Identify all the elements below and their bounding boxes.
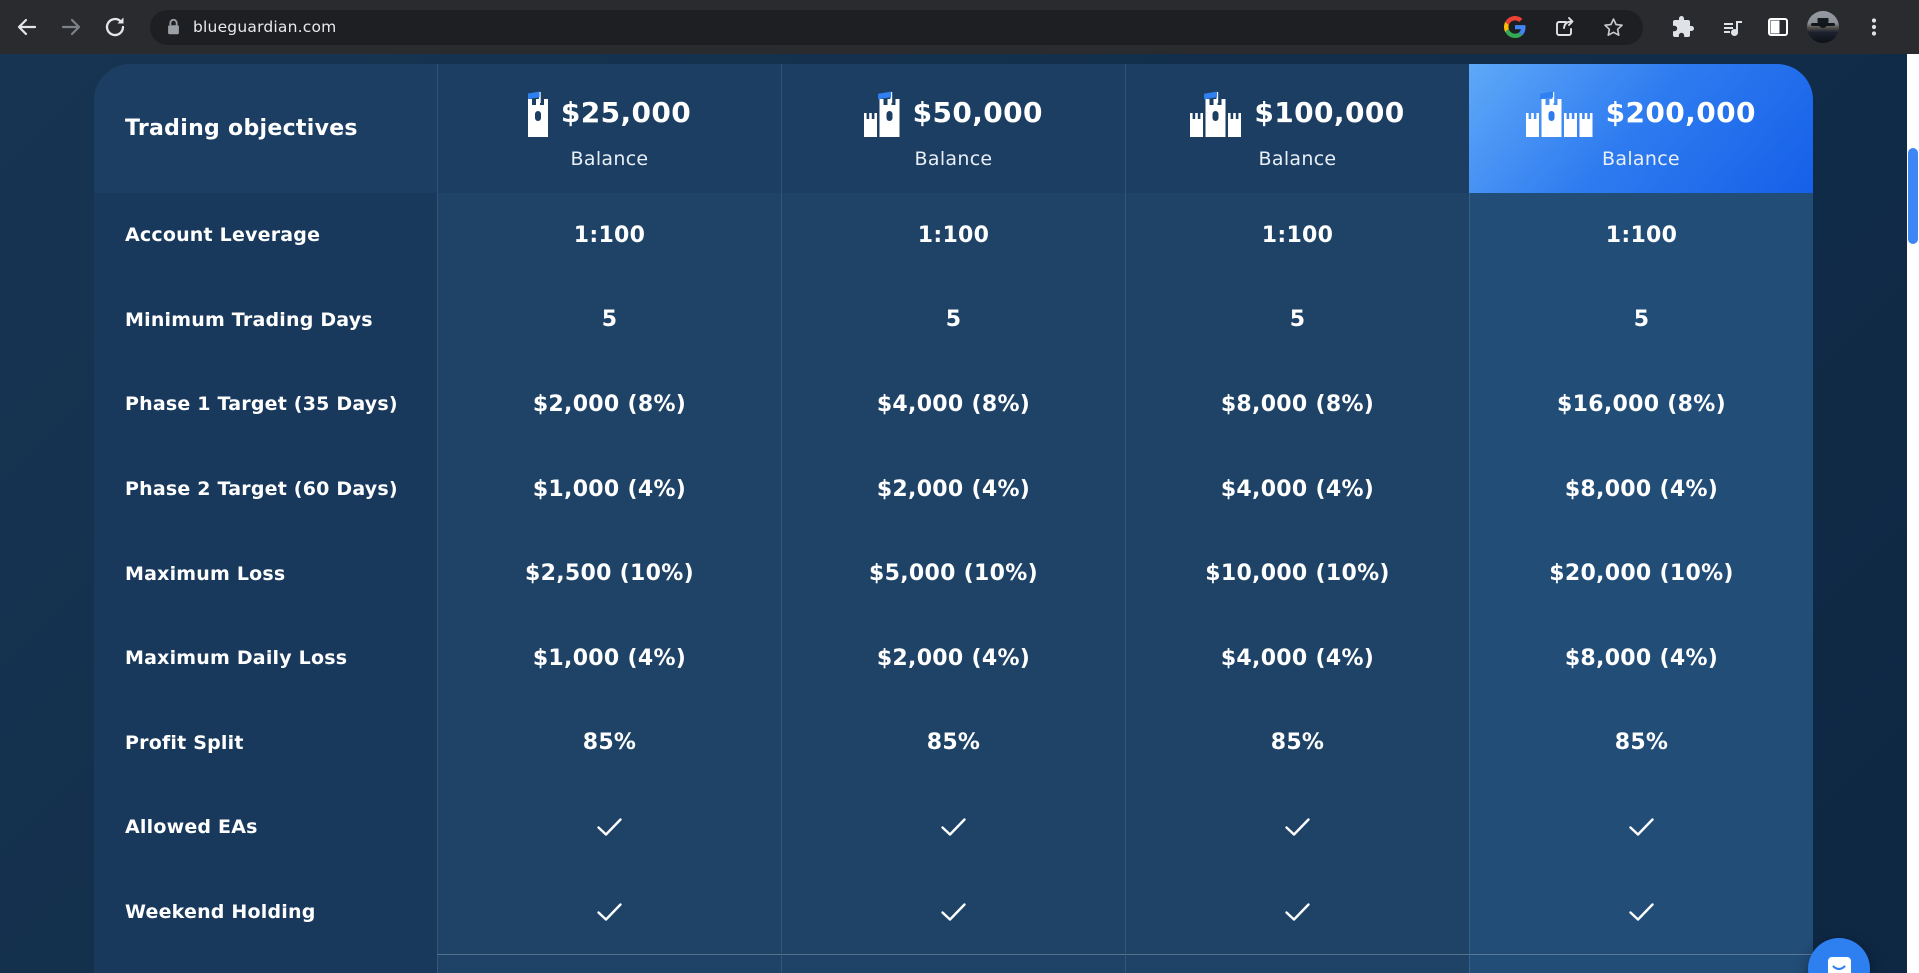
menu-kebab-icon[interactable] <box>1862 15 1886 39</box>
row-value: $8,000 (4%) <box>1469 446 1813 532</box>
forward-icon <box>61 18 81 36</box>
row-value: $20,000 (10%) <box>1469 531 1813 616</box>
row-label: Account Leverage <box>94 193 437 278</box>
row-label: Weekend Holding <box>94 869 437 955</box>
row-value: 85% <box>1469 700 1813 786</box>
check-icon <box>1629 818 1654 837</box>
plan-amount: $100,000 <box>1254 96 1405 129</box>
plan-column-header[interactable]: $50,000 Balance <box>781 64 1125 193</box>
bookmark-star-icon[interactable] <box>1602 16 1625 39</box>
plan-balance-label: Balance <box>1602 147 1680 170</box>
row-value: 85% <box>781 700 1125 786</box>
row-value: 1:100 <box>437 193 781 278</box>
side-panel-icon[interactable] <box>1766 15 1790 39</box>
plan-balance-label: Balance <box>1258 147 1337 170</box>
plan-amount: $25,000 <box>560 96 692 129</box>
partial-row-cell <box>1125 954 1469 973</box>
address-bar[interactable]: blueguardian.com <box>150 9 1643 45</box>
partial-row-cell <box>94 954 437 973</box>
row-label: Minimum Trading Days <box>94 277 437 363</box>
back-button[interactable] <box>10 10 44 44</box>
lock-icon <box>168 18 179 35</box>
extensions-icon[interactable] <box>1671 15 1695 39</box>
row-value: $10,000 (10%) <box>1125 531 1469 616</box>
table-corner-label: Trading objectives <box>94 64 437 193</box>
row-value <box>1469 869 1813 955</box>
row-label: Allowed EAs <box>94 785 437 870</box>
row-value: 5 <box>781 277 1125 363</box>
castle-icon <box>864 91 900 137</box>
castle-icon <box>1526 91 1593 137</box>
media-playlist-icon[interactable] <box>1721 15 1745 39</box>
pricing-table: Trading objectives $25,000 Balance $50,0… <box>94 64 1813 973</box>
row-value <box>437 785 781 870</box>
plan-amount: $50,000 <box>912 96 1043 129</box>
row-value <box>1125 869 1469 955</box>
row-value: $5,000 (10%) <box>781 531 1125 616</box>
row-value: $4,000 (8%) <box>781 362 1125 447</box>
plan-balance-label: Balance <box>570 147 649 170</box>
scrollbar-thumb[interactable] <box>1908 148 1918 244</box>
row-value <box>1125 785 1469 870</box>
share-icon[interactable] <box>1552 15 1576 39</box>
profile-avatar[interactable] <box>1807 11 1839 43</box>
check-icon <box>1629 903 1654 921</box>
row-value <box>437 869 781 955</box>
scrollbar-track[interactable] <box>1907 54 1919 973</box>
row-value: $1,000 (4%) <box>437 615 781 701</box>
back-icon <box>17 18 37 36</box>
row-value: 5 <box>1125 277 1469 363</box>
chat-bubble-icon <box>1828 957 1851 973</box>
plan-column-header[interactable]: $200,000 Balance <box>1469 64 1813 193</box>
row-value: 1:100 <box>1469 193 1813 278</box>
google-icon[interactable] <box>1504 16 1526 38</box>
row-value: $16,000 (8%) <box>1469 362 1813 447</box>
row-value: 5 <box>437 277 781 363</box>
row-label: Maximum Loss <box>94 531 437 616</box>
partial-row-cell <box>1469 954 1813 973</box>
plan-amount: $200,000 <box>1605 96 1756 129</box>
row-label: Phase 1 Target (35 Days) <box>94 362 437 447</box>
partial-row-cell <box>781 954 1125 973</box>
row-value: $2,000 (4%) <box>781 615 1125 701</box>
row-value: $8,000 (4%) <box>1469 615 1813 701</box>
row-value: 5 <box>1469 277 1813 363</box>
row-label: Maximum Daily Loss <box>94 615 437 701</box>
row-label: Profit Split <box>94 700 437 786</box>
row-value <box>1469 785 1813 870</box>
row-label: Phase 2 Target (60 Days) <box>94 446 437 532</box>
row-value: $2,500 (10%) <box>437 531 781 616</box>
check-icon <box>941 818 966 837</box>
row-value: 85% <box>1125 700 1469 786</box>
page-content: Trading objectives $25,000 Balance $50,0… <box>0 54 1919 973</box>
partial-row-cell <box>437 954 781 973</box>
row-value: 85% <box>437 700 781 786</box>
plan-balance-label: Balance <box>914 147 993 170</box>
row-value: 1:100 <box>1125 193 1469 278</box>
check-icon <box>597 903 622 921</box>
url-text: blueguardian.com <box>193 18 337 36</box>
castle-icon <box>527 91 548 137</box>
check-icon <box>1285 818 1310 837</box>
row-value: $2,000 (8%) <box>437 362 781 447</box>
plan-column-header[interactable]: $100,000 Balance <box>1125 64 1469 193</box>
check-icon <box>941 903 966 921</box>
row-value: $8,000 (8%) <box>1125 362 1469 447</box>
row-value <box>781 869 1125 955</box>
browser-toolbar: blueguardian.com <box>0 0 1919 54</box>
row-value: $4,000 (4%) <box>1125 446 1469 532</box>
forward-button[interactable] <box>54 10 88 44</box>
row-value: $1,000 (4%) <box>437 446 781 532</box>
row-value <box>781 785 1125 870</box>
plan-column-header[interactable]: $25,000 Balance <box>437 64 781 193</box>
row-value: 1:100 <box>781 193 1125 278</box>
chat-launcher-button[interactable] <box>1808 938 1870 973</box>
row-value: $2,000 (4%) <box>781 446 1125 532</box>
castle-icon <box>1190 91 1242 137</box>
check-icon <box>1285 903 1310 921</box>
reload-button[interactable] <box>98 10 132 44</box>
reload-icon <box>105 17 125 37</box>
row-value: $4,000 (4%) <box>1125 615 1469 701</box>
check-icon <box>597 818 622 837</box>
